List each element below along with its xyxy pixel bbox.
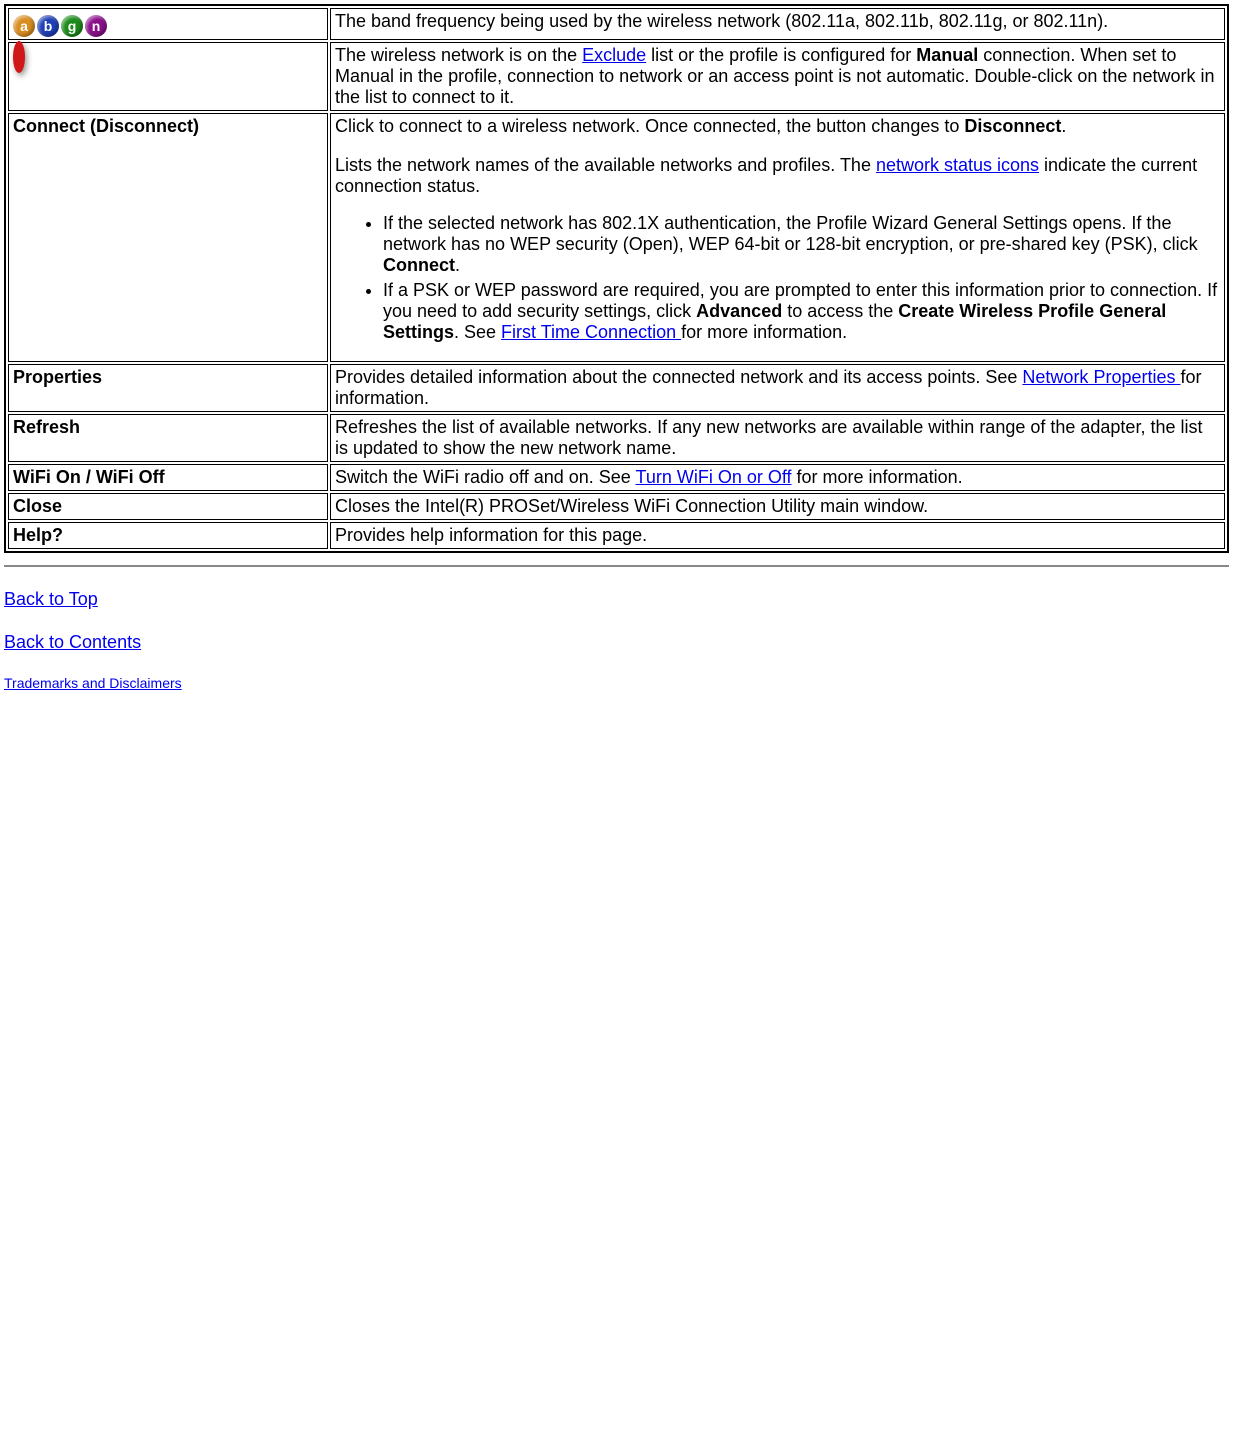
- wifi-pre: Switch the WiFi radio off and on. See: [335, 467, 636, 487]
- table-row: WiFi On / WiFi Off Switch the WiFi radio…: [8, 464, 1225, 491]
- table-row: Help? Provides help information for this…: [8, 522, 1225, 549]
- options-table: a b g n The band frequency being used by…: [4, 4, 1229, 553]
- help-name-cell: Help?: [8, 522, 328, 549]
- properties-desc-cell: Provides detailed information about the …: [330, 364, 1225, 412]
- back-to-top-link[interactable]: Back to Top: [4, 589, 98, 609]
- connect-p2: Lists the network names of the available…: [335, 155, 1220, 197]
- trademarks-wrap: Trademarks and Disclaimers: [4, 675, 1229, 691]
- band-b-icon: b: [37, 15, 59, 37]
- exclude-desc-cell: The wireless network is on the Exclude l…: [330, 42, 1225, 111]
- properties-name-cell: Properties: [8, 364, 328, 412]
- connect-li1-post: .: [455, 255, 460, 275]
- table-row: Connect (Disconnect) Click to connect to…: [8, 113, 1225, 362]
- exclude-bold-manual: Manual: [916, 45, 978, 65]
- properties-pre: Provides detailed information about the …: [335, 367, 1022, 387]
- list-item: If the selected network has 802.1X authe…: [383, 213, 1220, 276]
- connect-p1-bold: Disconnect: [964, 116, 1061, 136]
- band-icon-cell: a b g n: [8, 8, 328, 40]
- connect-li2-mid: to access the: [782, 301, 898, 321]
- refresh-desc-cell: Refreshes the list of available networks…: [330, 414, 1225, 462]
- connect-li2-mid2: . See: [454, 322, 501, 342]
- connect-li2-post: for more information.: [681, 322, 847, 342]
- help-desc-cell: Provides help information for this page.: [330, 522, 1225, 549]
- list-item: If a PSK or WEP password are required, y…: [383, 280, 1220, 343]
- connect-li1-pre: If the selected network has 802.1X authe…: [383, 213, 1198, 254]
- back-to-contents-wrap: Back to Contents: [4, 632, 1229, 653]
- exclude-icon-cell: [8, 42, 328, 111]
- close-desc-cell: Closes the Intel(R) PROSet/Wireless WiFi…: [330, 493, 1225, 520]
- table-row: Refresh Refreshes the list of available …: [8, 414, 1225, 462]
- connect-p2-pre: Lists the network names of the available…: [335, 155, 876, 175]
- table-row: Properties Provides detailed information…: [8, 364, 1225, 412]
- connect-name-cell: Connect (Disconnect): [8, 113, 328, 362]
- band-desc-cell: The band frequency being used by the wir…: [330, 8, 1225, 40]
- first-time-connection-link[interactable]: First Time Connection: [501, 322, 681, 342]
- connect-p1: Click to connect to a wireless network. …: [335, 116, 1220, 137]
- table-row: Close Closes the Intel(R) PROSet/Wireles…: [8, 493, 1225, 520]
- back-to-top-wrap: Back to Top: [4, 589, 1229, 610]
- abgn-icon: a b g n: [13, 11, 107, 37]
- wifi-post: for more information.: [792, 467, 963, 487]
- exclude-text-mid1: list or the profile is configured for: [646, 45, 916, 65]
- prohibit-icon: [13, 41, 25, 73]
- refresh-name-cell: Refresh: [8, 414, 328, 462]
- connect-bullet-list: If the selected network has 802.1X authe…: [335, 213, 1220, 343]
- turn-wifi-on-off-link[interactable]: Turn WiFi On or Off: [636, 467, 792, 487]
- connect-desc-cell: Click to connect to a wireless network. …: [330, 113, 1225, 362]
- band-a-icon: a: [13, 15, 35, 37]
- close-name-cell: Close: [8, 493, 328, 520]
- band-desc-text: The band frequency being used by the wir…: [335, 11, 1108, 31]
- connect-p1-pre: Click to connect to a wireless network. …: [335, 116, 964, 136]
- wifi-desc-cell: Switch the WiFi radio off and on. See Tu…: [330, 464, 1225, 491]
- table-row: The wireless network is on the Exclude l…: [8, 42, 1225, 111]
- back-to-contents-link[interactable]: Back to Contents: [4, 632, 141, 652]
- connect-li2-bold1: Advanced: [696, 301, 782, 321]
- connect-li1-bold: Connect: [383, 255, 455, 275]
- band-g-icon: g: [61, 15, 83, 37]
- exclude-text-pre: The wireless network is on the: [335, 45, 582, 65]
- wifi-name-cell: WiFi On / WiFi Off: [8, 464, 328, 491]
- band-n-icon: n: [85, 15, 107, 37]
- network-properties-link[interactable]: Network Properties: [1022, 367, 1180, 387]
- table-row: a b g n The band frequency being used by…: [8, 8, 1225, 40]
- connect-p1-post: .: [1061, 116, 1066, 136]
- network-status-icons-link[interactable]: network status icons: [876, 155, 1039, 175]
- exclude-link[interactable]: Exclude: [582, 45, 646, 65]
- trademarks-link[interactable]: Trademarks and Disclaimers: [4, 675, 182, 691]
- horizontal-rule: [4, 565, 1229, 567]
